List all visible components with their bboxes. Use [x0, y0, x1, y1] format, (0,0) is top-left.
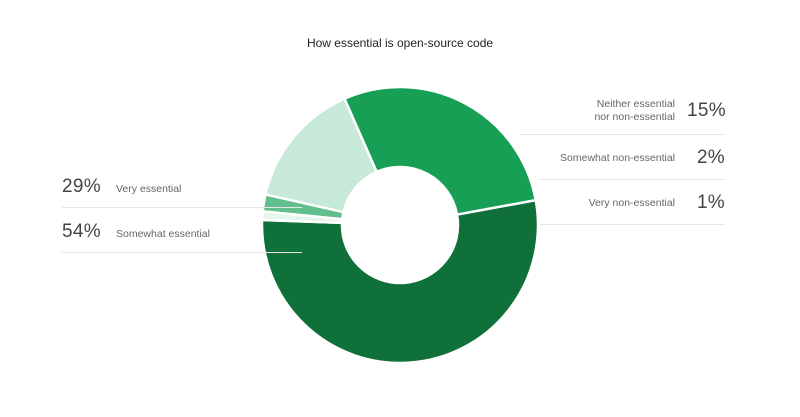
legend-divider	[540, 179, 725, 180]
legend-label: Somewhat essential	[116, 228, 210, 240]
legend-label: Somewhat non-essential	[560, 151, 675, 164]
legend-label-line: Neither essential	[596, 98, 675, 110]
donut-slice-very-non-essential	[260, 210, 344, 225]
legend-very-non-essential: Very non-essential 1%	[445, 192, 725, 214]
legend-divider	[62, 207, 302, 208]
legend-divider	[540, 224, 725, 225]
legend-somewhat-essential: 54% Somewhat essential	[62, 221, 210, 243]
legend-value: 2%	[696, 147, 725, 168]
legend-label-line: nor non-essential	[594, 111, 675, 123]
donut-slice-somewhat-essential	[260, 198, 540, 365]
legend-neither: Neither essential nor non-essential 15%	[445, 98, 725, 124]
donut-slice-very-essential	[342, 85, 538, 217]
legend-value: 29%	[62, 176, 101, 197]
donut-slice-neither-essential-nor-non-essential	[263, 97, 379, 214]
legend-divider	[520, 134, 725, 135]
legend-somewhat-non-essential: Somewhat non-essential 2%	[445, 147, 725, 169]
legend-value: 1%	[696, 192, 725, 213]
legend-very-essential: 29% Very essential	[62, 176, 181, 198]
legend-value: 15%	[687, 100, 726, 121]
legend-divider	[62, 252, 302, 253]
chart-title: How essential is open-source code	[306, 36, 494, 50]
legend-label: Neither essential nor non-essential	[594, 98, 675, 124]
legend-label: Very essential	[116, 183, 182, 195]
legend-value: 54%	[62, 221, 101, 242]
legend-label: Very non-essential	[588, 196, 675, 209]
